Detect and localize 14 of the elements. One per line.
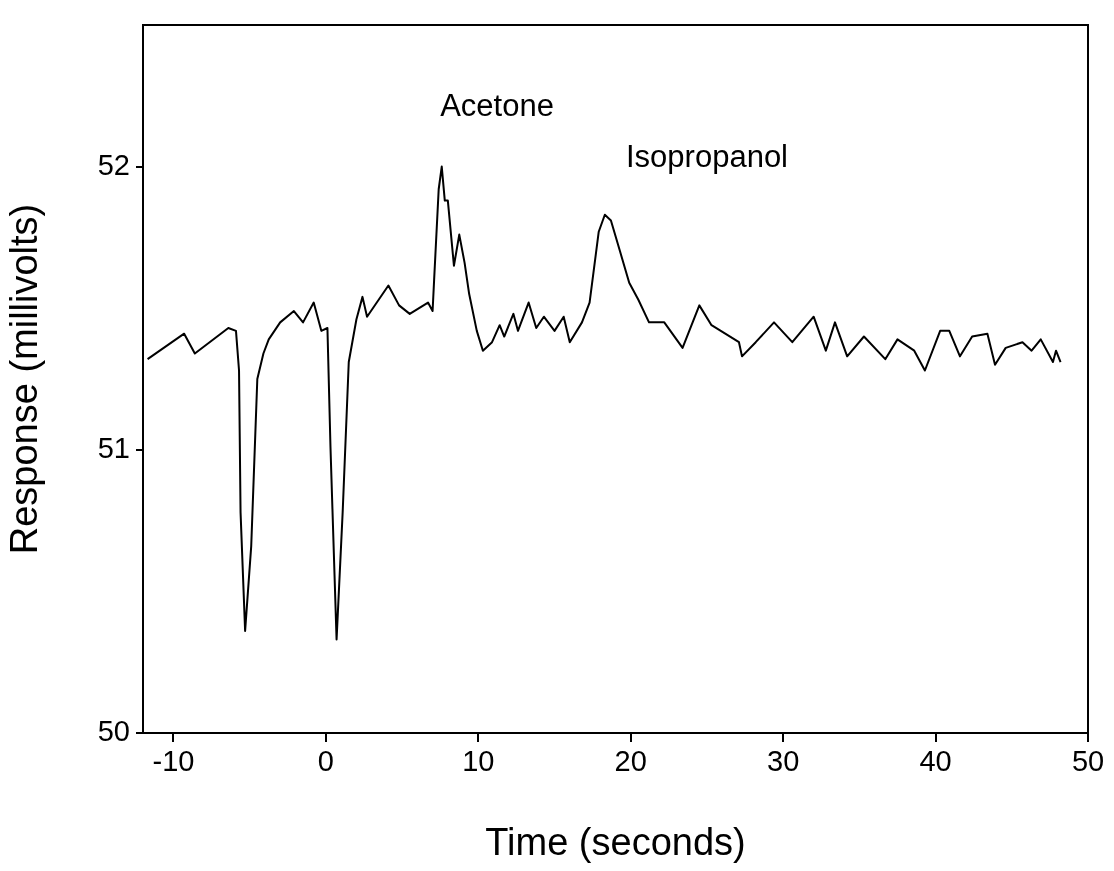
x-tick-label: 10 xyxy=(462,745,495,778)
x-tick-label: 20 xyxy=(614,745,647,778)
x-tick-label: 0 xyxy=(317,745,334,778)
annotation: Isopropanol xyxy=(625,138,789,174)
x-tick-label: 30 xyxy=(767,745,800,778)
x-tick-label: 40 xyxy=(919,745,952,778)
y-tick-label: 52 xyxy=(97,148,130,181)
x-axis-title: Time (seconds) xyxy=(485,820,746,863)
x-tick-label: -10 xyxy=(152,745,195,778)
annotation: Acetone xyxy=(440,87,554,123)
x-tick-label: 50 xyxy=(1071,745,1105,778)
y-tick-label: 51 xyxy=(97,431,130,464)
y-axis-title: Response (millivolts) xyxy=(3,203,46,555)
y-tick-label: 50 xyxy=(97,715,130,747)
